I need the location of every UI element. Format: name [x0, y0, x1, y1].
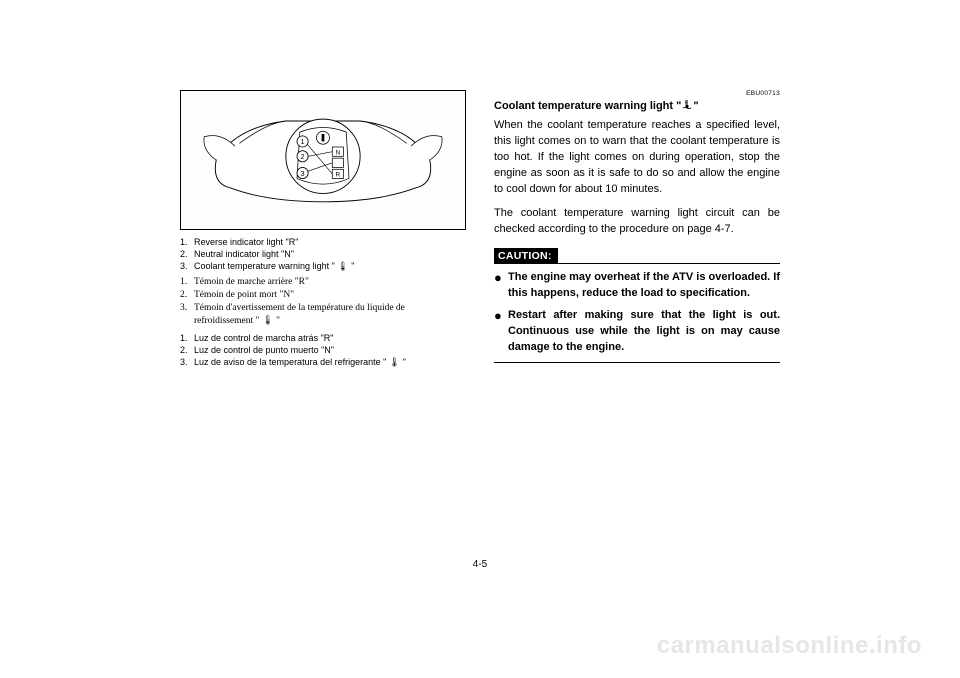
manual-page: N R 1 2 3: [0, 0, 960, 678]
cap-es-3-txt: Luz de aviso de la temperatura del refri…: [194, 356, 466, 368]
caution-block: CAUTION: ● The engine may overheat if th…: [494, 238, 780, 363]
cap-en-1-num: 1.: [180, 236, 194, 248]
content-columns: N R 1 2 3: [180, 90, 780, 368]
left-column: N R 1 2 3: [180, 90, 466, 368]
caution-bottom-rule: [494, 362, 780, 363]
svg-text:2: 2: [301, 152, 305, 161]
cap-en-1-txt: Reverse indicator light "R": [194, 236, 466, 248]
panel-label-n: N: [336, 149, 341, 156]
cap-en-3-num: 3.: [180, 260, 194, 272]
captions-fr: 1.Témoin de marche arrière "R" 2.Témoin …: [180, 276, 466, 327]
cap-es-2-txt: Luz de control de punto muerto "N": [194, 344, 466, 356]
svg-text:1: 1: [301, 137, 305, 146]
captions-es: 1.Luz de control de marcha atrás "R" 2.L…: [180, 332, 466, 368]
cap-es-2-num: 2.: [180, 344, 194, 356]
paragraph-1: When the coolant temperature reaches a s…: [494, 118, 780, 198]
cap-fr-1-num: 1.: [180, 276, 194, 289]
svg-text:3: 3: [301, 169, 305, 178]
panel-label-r: R: [336, 172, 341, 179]
paragraph-2: The coolant temperature warning light ci…: [494, 206, 780, 238]
cap-es-1-num: 1.: [180, 332, 194, 344]
caution-item-1: ● The engine may overheat if the ATV is …: [494, 270, 780, 302]
cap-fr-3-num: 3.: [180, 302, 194, 328]
dashboard-figure: N R 1 2 3: [180, 90, 466, 230]
heading-suffix: ": [693, 100, 698, 112]
cap-en-2-num: 2.: [180, 248, 194, 260]
caution-label: CAUTION:: [494, 248, 558, 264]
dashboard-svg: N R 1 2 3: [188, 95, 458, 225]
caution-item-2: ● Restart after making sure that the lig…: [494, 308, 780, 356]
temperature-icon: [681, 100, 693, 112]
cap-es-3-num: 3.: [180, 356, 194, 368]
captions-en: 1.Reverse indicator light "R" 2.Neutral …: [180, 236, 466, 272]
cap-en-2-txt: Neutral indicator light "N": [194, 248, 466, 260]
caution-list: ● The engine may overheat if the ATV is …: [494, 270, 780, 356]
bullet-icon: ●: [494, 270, 508, 302]
doc-id: EBU00713: [494, 90, 780, 97]
right-column: EBU00713 Coolant temperature warning lig…: [494, 90, 780, 368]
caution-text-2: Restart after making sure that the light…: [508, 308, 780, 356]
cap-fr-3-txt: Témoin d'avertissement de la température…: [194, 302, 466, 328]
watermark: carmanualsonline.info: [657, 632, 922, 660]
page-number: 4-5: [0, 559, 960, 570]
cap-fr-2-txt: Témoin de point mort "N": [194, 289, 466, 302]
section-heading: Coolant temperature warning light " ": [494, 99, 780, 114]
cap-fr-1-txt: Témoin de marche arrière "R": [194, 276, 466, 289]
cap-es-1-txt: Luz de control de marcha atrás "R": [194, 332, 466, 344]
caution-text-1: The engine may overheat if the ATV is ov…: [508, 270, 780, 302]
cap-en-3-txt: Coolant temperature warning light " 🌡 ": [194, 260, 466, 272]
heading-prefix: Coolant temperature warning light ": [494, 100, 681, 112]
bullet-icon: ●: [494, 308, 508, 356]
cap-fr-2-num: 2.: [180, 289, 194, 302]
